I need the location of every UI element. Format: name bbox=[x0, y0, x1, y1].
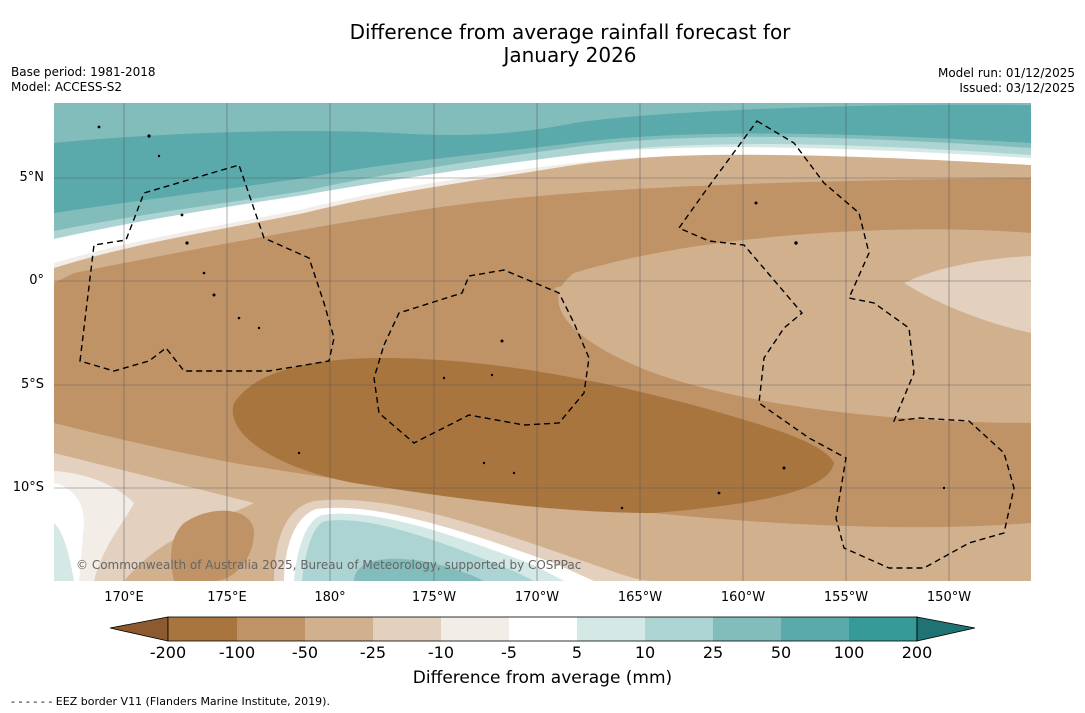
colorbar-label: Difference from average (mm) bbox=[412, 668, 673, 688]
lon-label-165w: 165°W bbox=[617, 590, 663, 605]
lon-label-175e: 175°E bbox=[207, 590, 247, 605]
island bbox=[482, 461, 486, 465]
south-wet-25 bbox=[302, 520, 534, 581]
colorbar-tick: 25 bbox=[702, 643, 724, 662]
colorbar-swatch bbox=[441, 617, 509, 641]
colorbar-outline bbox=[167, 616, 918, 642]
model-run: Model run: 01/12/2025 bbox=[937, 66, 1075, 80]
island bbox=[157, 154, 161, 158]
meta-left: Base period: 1981-2018 Model: ACCESS-S2 bbox=[11, 65, 156, 95]
south-dry-50-patch bbox=[171, 510, 254, 581]
issued-date: Issued: 03/12/2025 bbox=[959, 81, 1075, 95]
island bbox=[185, 241, 189, 245]
lon-label-180: 180° bbox=[314, 590, 346, 605]
colorbar-swatch bbox=[373, 617, 441, 641]
islands bbox=[97, 125, 946, 510]
island bbox=[202, 271, 206, 275]
colorbar-swatch bbox=[168, 617, 237, 641]
meta-right: Model run: 01/12/2025 Issued: 03/12/2025 bbox=[938, 66, 1075, 96]
island bbox=[180, 213, 184, 217]
island bbox=[942, 486, 946, 490]
lon-label-170w: 170°W bbox=[514, 590, 560, 605]
colorbar-tick: 100 bbox=[833, 643, 865, 662]
island bbox=[442, 376, 446, 380]
island bbox=[620, 506, 624, 510]
south-wet-50 bbox=[354, 558, 484, 581]
colorbar-tick: 5 bbox=[571, 643, 583, 662]
colorbar-tick: -5 bbox=[501, 643, 517, 662]
lat-label-5s: 5°S bbox=[20, 377, 44, 392]
eez-borders bbox=[79, 120, 1015, 569]
lon-label-175w: 175°W bbox=[411, 590, 457, 605]
colorbar-swatch bbox=[577, 617, 645, 641]
lat-label-0: 0° bbox=[29, 273, 44, 288]
dry-200-core bbox=[232, 358, 834, 513]
map-title: Difference from average rainfall forecas… bbox=[0, 21, 1085, 67]
island bbox=[257, 326, 261, 330]
eez-legend-note: - - - - - - EEZ border V11 (Flanders Mar… bbox=[11, 695, 330, 708]
colorbar-swatch bbox=[849, 617, 917, 641]
island bbox=[97, 125, 101, 129]
lat-label-5n: 5°N bbox=[19, 170, 45, 185]
model-name: Model: ACCESS-S2 bbox=[11, 80, 123, 94]
base-period: Base period: 1981-2018 bbox=[11, 65, 156, 79]
colorbar-tick: -25 bbox=[359, 643, 387, 662]
island bbox=[782, 466, 786, 470]
north-neutral-band bbox=[54, 147, 1031, 263]
eez-border-east bbox=[677, 120, 1015, 569]
colorbar-arrow-low bbox=[109, 616, 169, 642]
colorbar-tick: -200 bbox=[149, 643, 187, 662]
east-dry-25-zone bbox=[554, 241, 1031, 328]
island bbox=[754, 201, 758, 205]
colorbar-swatch bbox=[509, 617, 577, 641]
island bbox=[512, 471, 516, 475]
lon-label-150w: 150°W bbox=[926, 590, 972, 605]
colorbar-swatch bbox=[645, 617, 713, 641]
colorbar-tick: -10 bbox=[427, 643, 455, 662]
island bbox=[212, 293, 216, 297]
eez-border-west bbox=[79, 164, 335, 372]
eez-border-central bbox=[373, 269, 590, 444]
colorbar-tick: 50 bbox=[770, 643, 792, 662]
lon-label-160w: 160°W bbox=[720, 590, 766, 605]
island bbox=[147, 134, 151, 138]
title-line-2: January 2026 bbox=[503, 43, 637, 67]
colorbar-swatch bbox=[305, 617, 373, 641]
colorbar-swatch bbox=[237, 617, 305, 641]
rainfall-map-svg bbox=[54, 103, 1031, 581]
north-wet-100 bbox=[54, 104, 1031, 213]
island bbox=[794, 241, 798, 245]
title-line-1: Difference from average rainfall forecas… bbox=[349, 20, 791, 44]
graticule bbox=[54, 103, 1031, 581]
colorbar-tick: 200 bbox=[901, 643, 933, 662]
island bbox=[717, 491, 721, 495]
rainfall-map bbox=[54, 103, 1031, 581]
colorbar bbox=[109, 616, 976, 642]
lon-label-170e: 170°E bbox=[104, 590, 144, 605]
copyright-notice: © Commonwealth of Australia 2025, Bureau… bbox=[76, 558, 582, 572]
island bbox=[297, 451, 301, 455]
island bbox=[490, 373, 494, 377]
southwest-wet bbox=[54, 523, 74, 581]
island bbox=[500, 339, 504, 343]
lon-label-155w: 155°W bbox=[823, 590, 869, 605]
east-dry-10-zone bbox=[904, 256, 1031, 333]
colorbar-swatch bbox=[781, 617, 849, 641]
island bbox=[237, 316, 241, 320]
colorbar-tick: -100 bbox=[218, 643, 256, 662]
colorbar-tick: 10 bbox=[634, 643, 656, 662]
colorbar-tick: -50 bbox=[291, 643, 319, 662]
colorbar-arrow-high bbox=[916, 616, 976, 642]
lat-label-10s: 10°S bbox=[12, 480, 44, 495]
colorbar-swatch bbox=[713, 617, 781, 641]
